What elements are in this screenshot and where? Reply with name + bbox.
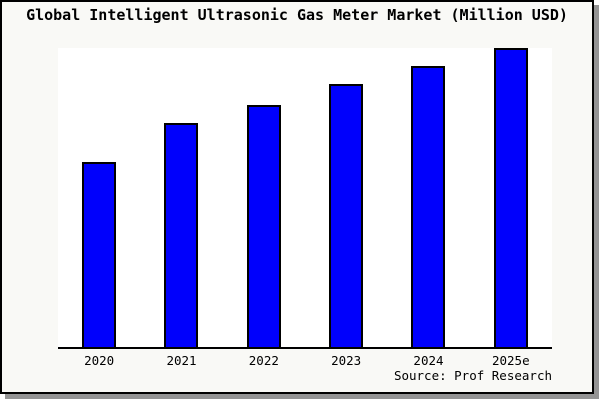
x-tick-label-2023: 2023 xyxy=(331,353,362,368)
x-axis-labels: 2020 2021 2022 2023 2024 2025e xyxy=(58,353,552,368)
bar-2021 xyxy=(164,122,199,347)
x-tick-label-2022: 2022 xyxy=(248,353,279,368)
x-tick-label-2021: 2021 xyxy=(166,353,197,368)
bar-2025e xyxy=(493,48,528,347)
bar-slot xyxy=(140,48,222,347)
bar-slot xyxy=(387,48,469,347)
bar-slot xyxy=(470,48,552,347)
bar-slot xyxy=(305,48,387,347)
bars-container xyxy=(58,48,552,347)
x-tick-label-2020: 2020 xyxy=(84,353,115,368)
bar-2024 xyxy=(411,65,446,347)
x-tick-label-2025e: 2025e xyxy=(491,353,530,368)
bar-slot xyxy=(58,48,140,347)
x-tick-label-2024: 2024 xyxy=(413,353,444,368)
source-credit: Source: Prof Research xyxy=(393,368,552,383)
bar-2020 xyxy=(82,161,117,347)
bar-2022 xyxy=(246,104,281,347)
plot-area xyxy=(58,48,552,349)
chart-title: Global Intelligent Ultrasonic Gas Meter … xyxy=(26,6,568,24)
bar-slot xyxy=(223,48,305,347)
bar-2023 xyxy=(329,83,364,347)
chart-figure: Global Intelligent Ultrasonic Gas Meter … xyxy=(0,0,594,394)
